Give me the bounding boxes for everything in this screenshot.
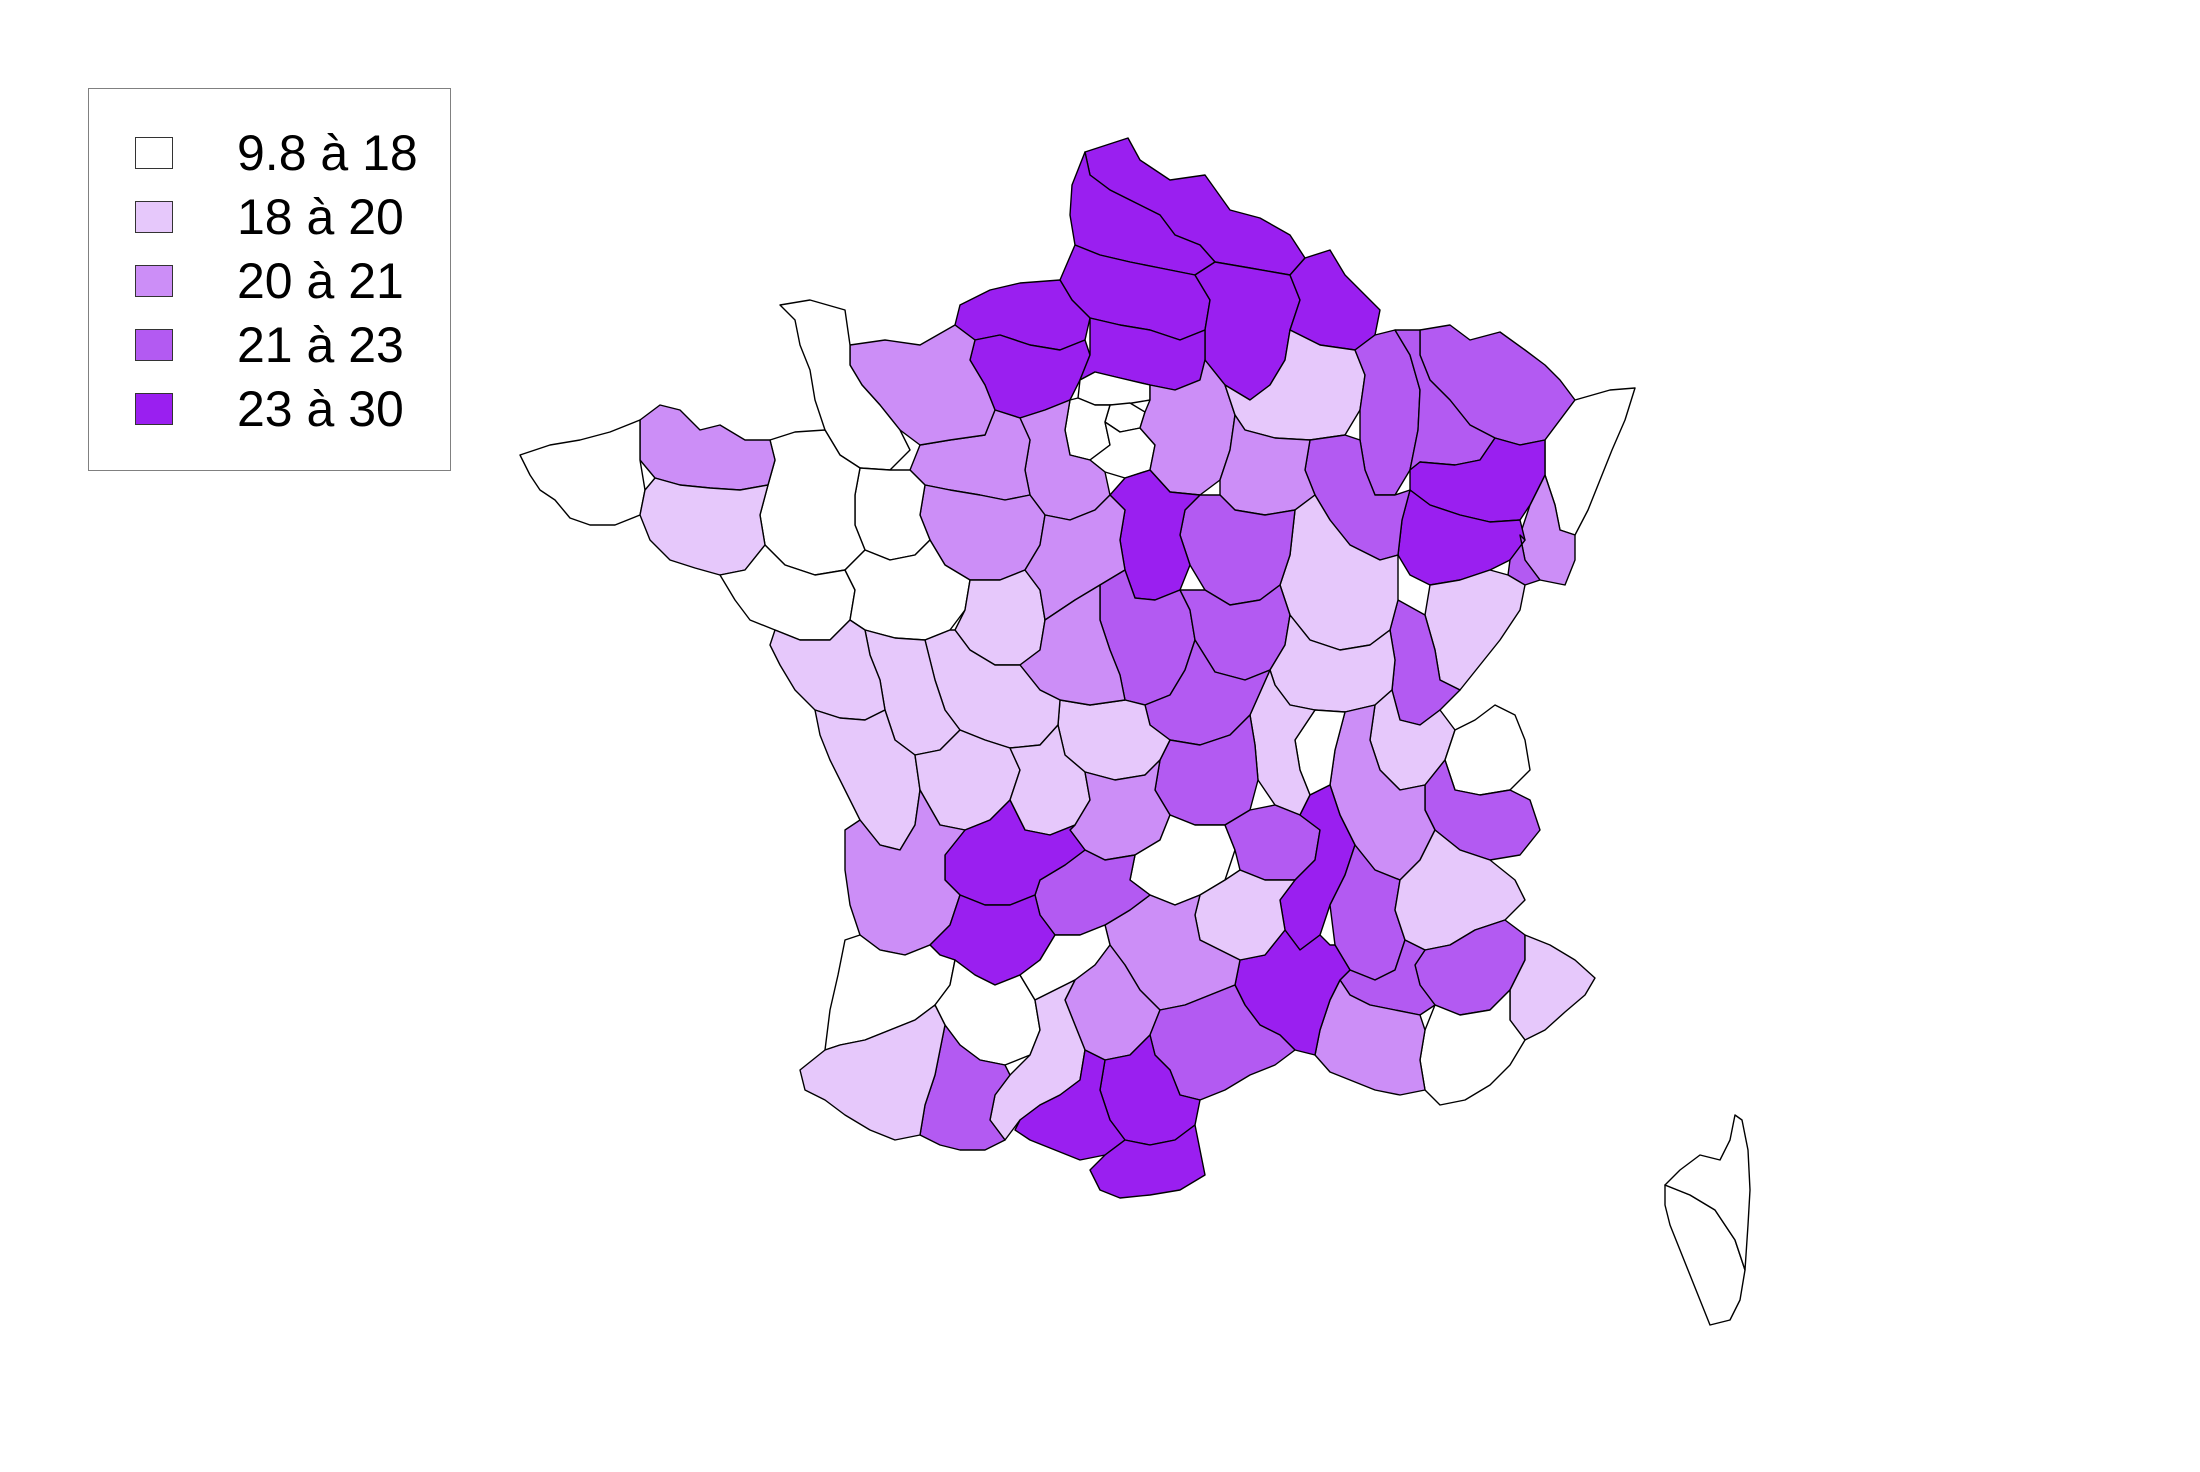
region-pyrenees-orientales — [1089, 1124, 1206, 1199]
legend-item: 9.8 à 18 — [89, 121, 450, 185]
legend-swatch — [135, 137, 173, 169]
region-haut-rhin — [1519, 474, 1576, 586]
region-alpes-maritimes — [1509, 934, 1596, 1041]
legend-item: 23 à 30 — [89, 377, 450, 441]
region-haute-saone — [1397, 489, 1526, 586]
legend: 9.8 à 18 18 à 20 20 à 21 21 à 23 23 à 30 — [88, 88, 451, 471]
legend-item: 21 à 23 — [89, 313, 450, 377]
region-haute-corse — [1664, 1114, 1751, 1271]
region-haute-savoie — [1444, 704, 1531, 796]
region-mayenne — [854, 467, 931, 561]
region-ardennes — [1289, 249, 1381, 351]
region-seine-et-marne — [1139, 359, 1236, 496]
region-ariege — [1014, 1049, 1126, 1161]
region-finistere — [519, 419, 646, 526]
legend-swatch — [135, 393, 173, 425]
legend-label: 9.8 à 18 — [237, 125, 418, 181]
legend-item: 20 à 21 — [89, 249, 450, 313]
legend-label: 21 à 23 — [237, 317, 404, 373]
legend-swatch — [135, 201, 173, 233]
region-cotes-d-armor — [639, 404, 776, 491]
region-morbihan — [639, 477, 769, 576]
legend-label: 23 à 30 — [237, 381, 404, 437]
legend-label: 18 à 20 — [237, 189, 404, 245]
region-pyrenees-atlantiques — [799, 1004, 946, 1141]
region-doubs — [1424, 569, 1526, 691]
legend-item: 18 à 20 — [89, 185, 450, 249]
region-manche — [779, 299, 911, 471]
legend-swatch — [135, 265, 173, 297]
legend-label: 20 à 21 — [237, 253, 404, 309]
legend-swatch — [135, 329, 173, 361]
